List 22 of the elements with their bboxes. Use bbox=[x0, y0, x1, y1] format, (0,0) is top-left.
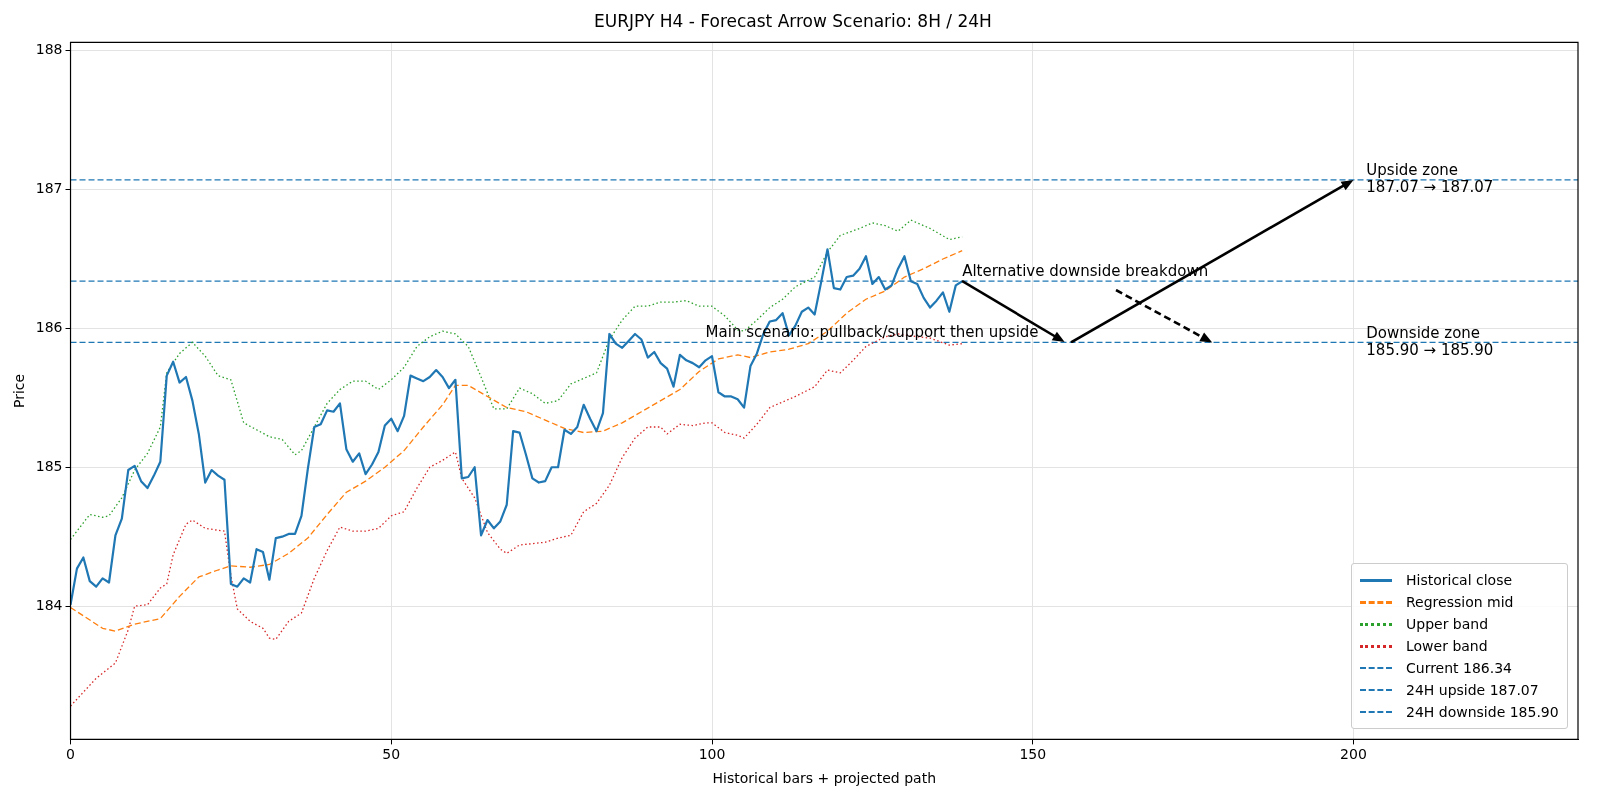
y-tick-label: 186 bbox=[35, 319, 63, 336]
y-tick-label: 185 bbox=[35, 457, 63, 474]
legend-label: Regression mid bbox=[1406, 594, 1514, 611]
legend-label: 24H downside 185.90 bbox=[1406, 704, 1559, 721]
y-axis-title: Price bbox=[11, 373, 28, 408]
x-axis-title: Historical bars + projected path bbox=[712, 770, 937, 787]
y-tick-label: 188 bbox=[35, 41, 63, 58]
legend-label: Upper band bbox=[1406, 616, 1489, 633]
legend-label: Historical close bbox=[1406, 572, 1513, 589]
chart-title: EURJPY H4 - Forecast Arrow Scenario: 8H / 24H bbox=[594, 10, 992, 31]
legend-label: 24H upside 187.07 bbox=[1406, 682, 1539, 699]
annotation: Upside zone 187.07 → 187.07 bbox=[1366, 161, 1494, 197]
x-tick-label: 200 bbox=[1340, 746, 1367, 763]
x-tick-label: 100 bbox=[698, 746, 726, 763]
y-tick-label: 184 bbox=[35, 596, 63, 613]
x-tick-label: 150 bbox=[1019, 746, 1047, 763]
legend-label: Lower band bbox=[1406, 638, 1488, 655]
x-tick-label: 0 bbox=[66, 746, 75, 763]
x-tick-label: 50 bbox=[382, 746, 401, 763]
annotation: Downside zone 185.90 → 185.90 bbox=[1366, 323, 1494, 359]
y-tick-label: 187 bbox=[35, 180, 63, 197]
legend-label: Current 186.34 bbox=[1406, 660, 1513, 677]
